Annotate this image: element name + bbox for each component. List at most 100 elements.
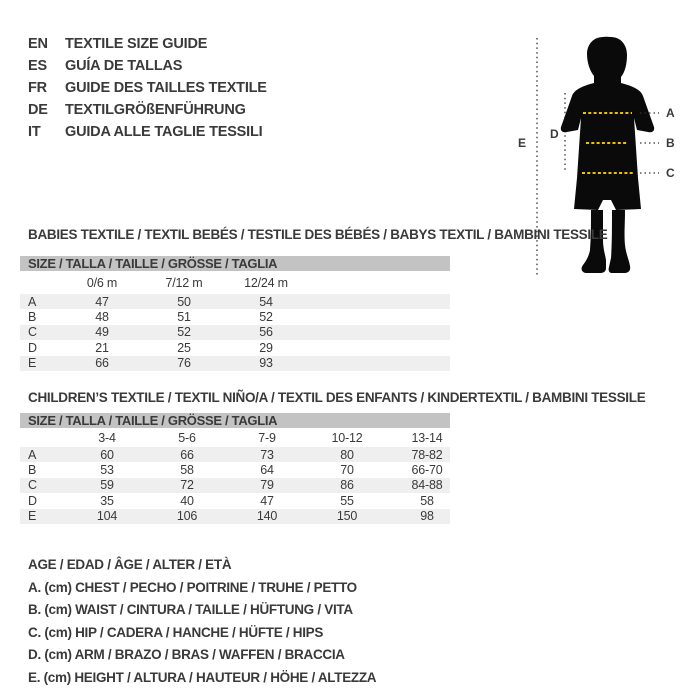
table-row: A 60 66 73 80 78-82 xyxy=(20,447,450,463)
cell: 93 xyxy=(259,356,273,371)
column-header: 7/12 m xyxy=(165,275,203,290)
cell: 47 xyxy=(95,294,109,309)
babies-section-title: BABIES TEXTILE / TEXTIL BEBÉS / TESTILE … xyxy=(28,227,608,242)
cell: 25 xyxy=(177,340,191,355)
table-row: C 59 72 79 86 84-88 xyxy=(20,477,450,494)
cell: 58 xyxy=(420,493,434,508)
cell: 56 xyxy=(259,325,273,340)
cell: 49 xyxy=(95,325,109,340)
language-code: IT xyxy=(28,124,41,140)
row-label: D xyxy=(28,340,37,355)
table-row: E 104 106 140 150 98 xyxy=(20,508,450,524)
cell: 72 xyxy=(180,478,194,493)
column-header: 5-6 xyxy=(178,430,196,445)
children-column-header-row: 3-4 5-6 7-9 10-12 13-14 xyxy=(20,428,450,447)
language-row-es: ES GUÍA DE TALLAS xyxy=(28,55,267,77)
language-code: EN xyxy=(28,36,48,52)
legend-line-waist: B. (cm) WAIST / CINTURA / TAILLE / HÜFTU… xyxy=(28,602,353,617)
cell: 55 xyxy=(340,493,354,508)
cell: 52 xyxy=(177,325,191,340)
measurement-legend: AGE / EDAD / ÂGE / ALTER / ETÀ A. (cm) C… xyxy=(28,554,377,689)
language-code: FR xyxy=(28,80,47,96)
cell: 140 xyxy=(256,509,278,524)
language-title: GUÍA DE TALLAS xyxy=(65,58,183,74)
table-row: B 48 51 52 xyxy=(20,309,450,324)
table-row: E 66 76 93 xyxy=(20,355,450,371)
table-row: B 53 58 64 70 66-70 xyxy=(20,462,450,477)
cell: 59 xyxy=(100,478,114,493)
label-arm-d: D xyxy=(550,127,559,141)
legend-line-arm: D. (cm) ARM / BRAZO / BRAS / WAFFEN / BR… xyxy=(28,647,345,662)
row-label: E xyxy=(28,509,37,524)
label-height-e: E xyxy=(518,136,526,150)
language-row-en: EN TEXTILE SIZE GUIDE xyxy=(28,33,267,55)
cell: 60 xyxy=(100,447,114,462)
cell: 21 xyxy=(95,340,109,355)
row-label: C xyxy=(28,325,37,340)
cell: 50 xyxy=(177,294,191,309)
child-right-leg xyxy=(608,210,631,273)
legend-line-height: E. (cm) HEIGHT / ALTURA / HAUTEUR / HÖHE… xyxy=(28,669,377,685)
babies-column-header-row: 0/6 m 7/12 m 12/24 m xyxy=(20,271,450,294)
row-label: E xyxy=(28,356,37,371)
language-row-fr: FR GUIDE DES TAILLES TEXTILE xyxy=(28,77,267,99)
cell: 78-82 xyxy=(411,447,443,462)
cell: 66 xyxy=(180,447,194,462)
cell: 80 xyxy=(340,447,354,462)
cell: 70 xyxy=(340,463,354,478)
row-label: A xyxy=(28,294,37,309)
label-hip-c: C xyxy=(666,166,675,180)
table-row: C 49 52 56 xyxy=(20,324,450,341)
language-title: GUIDA ALLE TAGLIE TESSILI xyxy=(65,124,263,140)
children-size-table: 3-4 5-6 7-9 10-12 13-14 A 60 66 73 80 78… xyxy=(20,428,450,524)
cell: 35 xyxy=(100,493,114,508)
row-label: D xyxy=(28,493,37,508)
language-row-de: DE TEXTILGRÖßENFÜHRUNG xyxy=(28,99,267,121)
cell: 73 xyxy=(260,447,274,462)
cell: 40 xyxy=(180,493,194,508)
child-silhouette-figure: A B C D E xyxy=(518,36,675,277)
label-chest-a: A xyxy=(666,106,675,120)
language-code: DE xyxy=(28,102,48,118)
cell: 66-70 xyxy=(411,463,443,478)
cell: 66 xyxy=(95,356,109,371)
cell: 29 xyxy=(259,340,273,355)
cell: 79 xyxy=(260,478,274,493)
children-section-title: CHILDREN’S TEXTILE / TEXTIL NIÑO/A / TEX… xyxy=(28,390,646,405)
column-header: 10-12 xyxy=(331,430,363,445)
child-left-leg xyxy=(581,210,606,273)
cell: 104 xyxy=(96,509,118,524)
cell: 76 xyxy=(177,356,191,371)
column-header: 12/24 m xyxy=(244,275,288,290)
babies-size-header-bar: SIZE / TALLA / TAILLE / GRÖSSE / TAGLIA xyxy=(20,256,450,271)
cell: 54 xyxy=(259,294,273,309)
table-row: D 21 25 29 xyxy=(20,340,450,355)
row-label: B xyxy=(28,310,37,325)
language-code: ES xyxy=(28,58,47,74)
cell: 86 xyxy=(340,478,354,493)
column-header: 3-4 xyxy=(98,430,116,445)
row-label: A xyxy=(28,447,37,462)
column-header: 7-9 xyxy=(258,430,276,445)
cell: 48 xyxy=(95,310,109,325)
language-row-it: IT GUIDA ALLE TAGLIE TESSILI xyxy=(28,121,267,143)
language-title-list: EN TEXTILE SIZE GUIDE ES GUÍA DE TALLAS … xyxy=(28,33,267,143)
babies-size-table: 0/6 m 7/12 m 12/24 m A 47 50 54 B 48 51 … xyxy=(20,271,450,371)
child-body-silhouette xyxy=(560,36,655,211)
cell: 52 xyxy=(259,310,273,325)
language-title: GUIDE DES TAILLES TEXTILE xyxy=(65,80,267,96)
row-label: C xyxy=(28,478,37,493)
cell: 98 xyxy=(420,509,434,524)
cell: 150 xyxy=(336,509,358,524)
legend-line-chest: A. (cm) CHEST / PECHO / POITRINE / TRUHE… xyxy=(28,579,357,595)
table-row: D 35 40 47 55 58 xyxy=(20,493,450,508)
row-label: B xyxy=(28,463,37,478)
cell: 53 xyxy=(100,463,114,478)
legend-line-hip: C. (cm) HIP / CADERA / HANCHE / HÜFTE / … xyxy=(28,624,324,640)
label-waist-b: B xyxy=(666,136,675,150)
column-header: 0/6 m xyxy=(86,275,118,290)
cell: 64 xyxy=(260,463,274,478)
table-row: A 47 50 54 xyxy=(20,294,450,310)
column-header: 13-14 xyxy=(411,430,443,445)
